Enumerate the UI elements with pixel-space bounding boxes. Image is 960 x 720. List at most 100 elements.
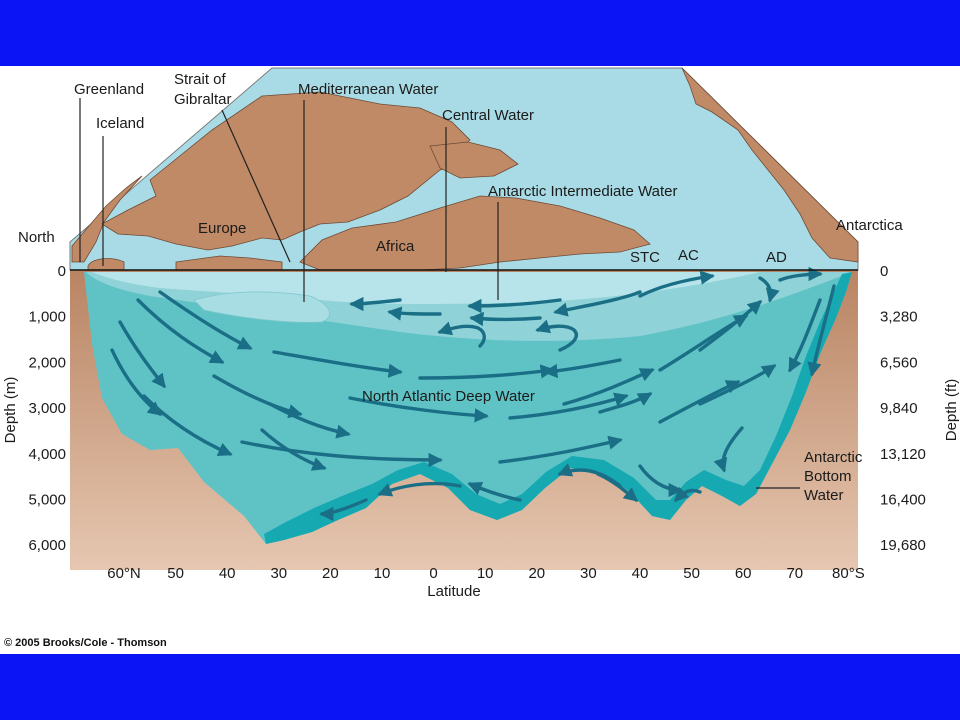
label-antarctica: Antarctica bbox=[836, 217, 903, 234]
depth-ft-tick: 3,280 bbox=[880, 309, 918, 326]
latitude-tick: 50 bbox=[167, 565, 184, 582]
flow-arrow bbox=[349, 296, 402, 312]
flow-arrow bbox=[713, 426, 744, 473]
label-north: North bbox=[18, 229, 55, 246]
latitude-tick: 30 bbox=[580, 565, 597, 582]
flow-arrow bbox=[508, 392, 629, 420]
flow-arrow bbox=[467, 481, 522, 502]
label-north-atlantic-deep-water: North Atlantic Deep Water bbox=[362, 388, 535, 405]
depth-ft-tick: 6,560 bbox=[880, 354, 918, 371]
latitude-tick: 40 bbox=[632, 565, 649, 582]
label-greenland: Greenland bbox=[74, 81, 144, 98]
flow-arrow bbox=[158, 290, 253, 350]
label-stc: STC bbox=[630, 249, 660, 266]
bottom-bar bbox=[0, 654, 960, 720]
label-abw-line1: Antarctic bbox=[804, 449, 863, 466]
depth-m-tick: 2,000 bbox=[28, 354, 66, 371]
label-central-water: Central Water bbox=[442, 107, 534, 124]
axis-title-depth-ft: Depth (ft) bbox=[943, 379, 960, 442]
flow-arrow bbox=[348, 396, 489, 423]
europe-landmass bbox=[101, 91, 471, 251]
flow-arrow bbox=[467, 298, 562, 314]
latitude-tick: 30 bbox=[270, 565, 287, 582]
latitude-tick: 70 bbox=[786, 565, 803, 582]
scandinavia-landmass bbox=[429, 141, 519, 179]
depth-ft-tick: 13,120 bbox=[880, 446, 926, 463]
flow-arrow bbox=[377, 481, 462, 497]
latitude-tick: 10 bbox=[477, 565, 494, 582]
flow-arrow bbox=[268, 402, 351, 439]
label-abw-line3: Water bbox=[804, 487, 843, 504]
latitude-tick: 60°N bbox=[107, 565, 141, 582]
latitude-tick: 10 bbox=[374, 565, 391, 582]
copyright-notice: © 2005 Brooks/Cole - Thomson bbox=[4, 637, 167, 649]
flow-arrow bbox=[638, 270, 715, 298]
latitude-tick: 20 bbox=[528, 565, 545, 582]
flow-arrow bbox=[638, 464, 683, 498]
depth-ft-tick: 16,400 bbox=[880, 492, 926, 509]
depth-m-tick: 6,000 bbox=[28, 537, 66, 554]
flow-arrow bbox=[673, 486, 702, 503]
label-africa: Africa bbox=[376, 238, 415, 255]
depth-m-tick-labels: 0 1,000 2,000 3,000 4,000 5,000 6,000 bbox=[28, 263, 66, 554]
mediterranean-water-lens bbox=[193, 291, 331, 323]
label-europe: Europe bbox=[198, 220, 246, 237]
depth-m-tick: 5,000 bbox=[28, 492, 66, 509]
depth-m-tick: 3,000 bbox=[28, 400, 66, 417]
label-abw-line2: Bottom bbox=[804, 468, 852, 485]
axis-title-depth-m: Depth (m) bbox=[2, 377, 19, 444]
flow-arrow bbox=[418, 364, 555, 380]
flow-arrow bbox=[469, 311, 542, 327]
flow-arrow bbox=[240, 440, 443, 468]
label-ad: AD bbox=[766, 249, 787, 266]
latitude-tick: 50 bbox=[683, 565, 700, 582]
flow-arrow bbox=[758, 276, 780, 303]
antarctic-bottom-water-layer bbox=[264, 272, 852, 544]
depth-ft-tick: 0 bbox=[880, 263, 888, 280]
latitude-tick-labels: 60°N 50 40 30 20 10 0 10 20 30 40 50 60 70 80°S bbox=[107, 565, 865, 582]
central-water-layer bbox=[92, 272, 760, 304]
label-strait-line2: Gibraltar bbox=[174, 91, 232, 108]
depth-m-tick: 0 bbox=[58, 263, 66, 280]
flow-arrow bbox=[272, 350, 403, 378]
flow-arrow bbox=[212, 374, 303, 419]
top-title-bar bbox=[0, 0, 960, 66]
flow-arrow bbox=[118, 320, 166, 389]
flow-arrow bbox=[698, 300, 763, 352]
flow-arrow bbox=[698, 364, 777, 406]
antarctica-landmass bbox=[681, 67, 859, 263]
flow-arrow bbox=[658, 380, 741, 424]
depth-m-tick: 4,000 bbox=[28, 446, 66, 463]
flow-arrow bbox=[788, 298, 822, 373]
depth-ft-tick: 19,680 bbox=[880, 537, 926, 554]
label-ac: AC bbox=[678, 247, 699, 264]
label-strait-line1: Strait of bbox=[174, 71, 227, 88]
iceland-landmass bbox=[87, 258, 125, 271]
flow-arrow bbox=[807, 284, 836, 377]
flow-arrow bbox=[535, 319, 578, 352]
ocean-circulation-diagram: Greenland Iceland Strait of Gibraltar Me… bbox=[2, 67, 960, 600]
depth-ft-tick-labels: 0 3,280 6,560 9,840 13,120 16,400 19,680 bbox=[880, 263, 926, 554]
north-atlantic-deep-water-body bbox=[84, 272, 852, 544]
label-iceland: Iceland bbox=[96, 115, 144, 132]
flow-arrow bbox=[142, 394, 233, 456]
flow-arrow bbox=[553, 290, 642, 317]
flow-arrow bbox=[136, 298, 225, 364]
flow-arrow bbox=[437, 321, 486, 348]
leader-lines bbox=[79, 98, 800, 489]
latitude-tick: 20 bbox=[322, 565, 339, 582]
circulation-arrows bbox=[110, 266, 836, 522]
flow-arrow bbox=[110, 348, 163, 416]
axis-title-latitude: Latitude bbox=[427, 583, 480, 600]
depth-m-tick: 1,000 bbox=[28, 309, 66, 326]
depth-ft-tick: 9,840 bbox=[880, 400, 918, 417]
flow-arrow bbox=[498, 435, 623, 464]
greenland-landmass bbox=[71, 175, 143, 263]
flow-arrow bbox=[543, 358, 622, 379]
flow-arrow bbox=[319, 498, 368, 522]
latitude-tick: 40 bbox=[219, 565, 236, 582]
flow-arrow bbox=[562, 368, 655, 406]
label-mediterranean-water: Mediterranean Water bbox=[298, 81, 438, 98]
label-antarctic-intermediate-water: Antarctic Intermediate Water bbox=[488, 183, 678, 200]
flow-arrow bbox=[598, 392, 653, 414]
